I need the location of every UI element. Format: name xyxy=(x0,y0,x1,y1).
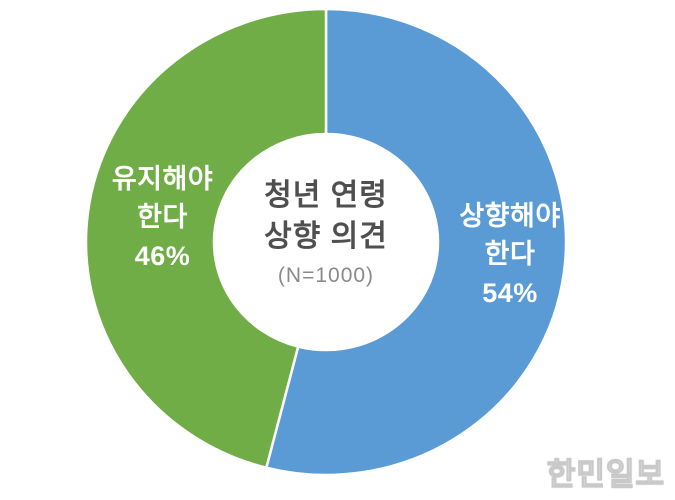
donut-segment-keep xyxy=(84,7,328,469)
donut-segment-raise xyxy=(265,7,568,477)
